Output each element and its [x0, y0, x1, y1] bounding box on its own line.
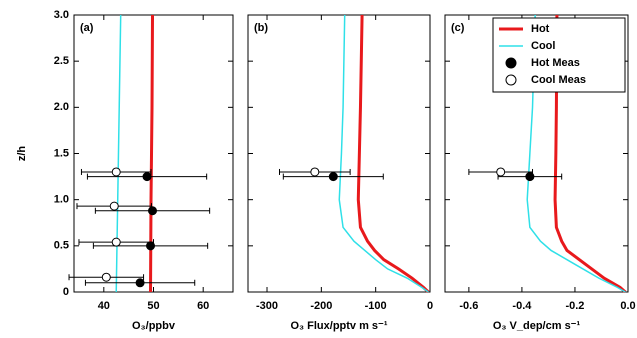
measurement-point: [310, 167, 320, 177]
y-tick-label: 2.0: [54, 101, 69, 113]
profile-line: [338, 14, 429, 293]
profile-line: [526, 14, 626, 293]
legend-swatch: [505, 74, 517, 86]
y-tick-label: 2.5: [54, 55, 69, 67]
measurement-point: [111, 237, 121, 247]
profile-line: [115, 14, 122, 293]
plot-frame: [247, 14, 431, 293]
x-tick-label: -300: [256, 300, 278, 312]
x-tick-label: -100: [365, 300, 387, 312]
measurement-point: [496, 167, 506, 177]
measurement-point: [109, 201, 119, 211]
y-tick-label: 1.0: [54, 194, 69, 206]
x-tick-label: -0.2: [565, 300, 584, 312]
x-tick-label: 60: [197, 300, 209, 312]
measurement-point: [525, 172, 535, 182]
profile-line: [553, 14, 627, 294]
measurement-point: [111, 167, 121, 177]
legend-label: Cool: [531, 40, 555, 52]
legend-label: Hot Meas: [531, 57, 580, 69]
y-tick-label: 0: [63, 286, 69, 298]
x-tick-label: -200: [310, 300, 332, 312]
x-axis-label: O₃/ppbv: [132, 320, 176, 332]
x-axis-label: O₃ V_dep/cm s⁻¹: [493, 320, 581, 332]
measurement-point: [142, 172, 152, 182]
measurement-point: [135, 278, 145, 288]
legend-label: Hot: [531, 23, 550, 35]
panel-label: (c): [451, 22, 465, 34]
x-axis-label: O₃ Flux/pptv m s⁻¹: [290, 320, 387, 332]
x-tick-label: 0: [427, 300, 433, 312]
x-tick-label: 0.0: [620, 300, 635, 312]
x-tick-label: -0.6: [459, 300, 478, 312]
profile-line: [149, 14, 155, 293]
measurement-point: [328, 172, 338, 182]
x-tick-label: 40: [98, 300, 110, 312]
y-axis-label: z/h: [16, 146, 28, 162]
legend-swatch: [505, 57, 517, 69]
measurement-point: [101, 272, 111, 282]
legend-label: Cool Meas: [531, 74, 586, 86]
y-tick-label: 0.5: [54, 240, 69, 252]
plot-frame: [73, 14, 234, 293]
panel-label: (b): [254, 22, 268, 34]
profile-line: [356, 14, 430, 294]
measurement-point: [148, 206, 158, 216]
y-tick-label: 3.0: [54, 9, 69, 21]
y-tick-label: 1.5: [54, 147, 69, 159]
plot-frame: [444, 14, 629, 293]
panel-label: (a): [80, 22, 94, 34]
x-tick-label: -0.4: [512, 300, 532, 312]
x-tick-label: 50: [147, 300, 159, 312]
